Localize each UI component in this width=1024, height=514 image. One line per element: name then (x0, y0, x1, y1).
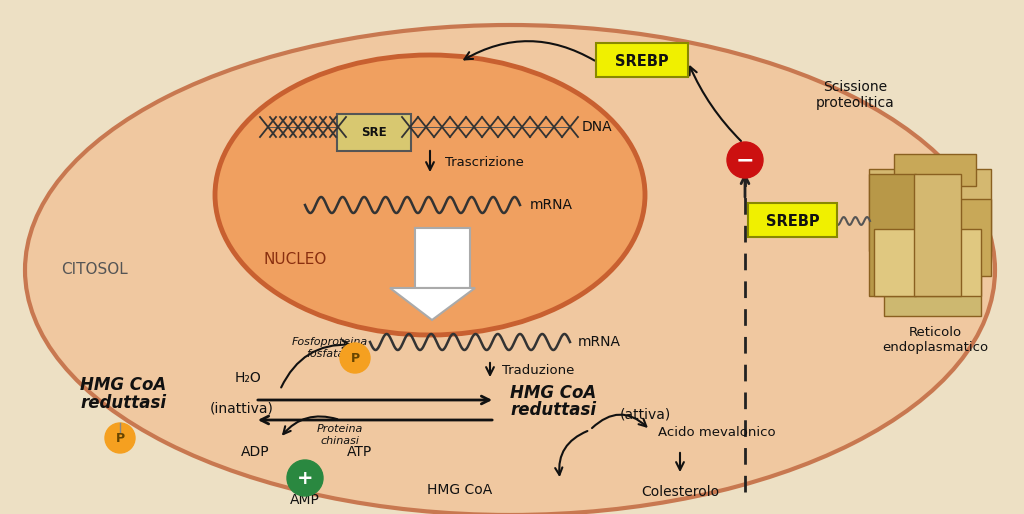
Polygon shape (390, 288, 475, 320)
Text: HMG CoA: HMG CoA (510, 384, 596, 402)
FancyBboxPatch shape (337, 114, 411, 151)
Text: mRNA: mRNA (530, 198, 573, 212)
Circle shape (105, 423, 135, 453)
Text: SREBP: SREBP (766, 213, 820, 229)
Circle shape (727, 142, 763, 178)
Text: SREBP: SREBP (615, 53, 669, 68)
Text: HMG CoA: HMG CoA (80, 376, 166, 394)
Text: Traduzione: Traduzione (502, 363, 574, 376)
FancyBboxPatch shape (879, 199, 991, 276)
Ellipse shape (215, 55, 645, 335)
FancyBboxPatch shape (869, 169, 991, 251)
Text: DNA: DNA (582, 120, 612, 134)
FancyBboxPatch shape (415, 228, 470, 288)
Text: reduttasi: reduttasi (80, 394, 166, 412)
FancyBboxPatch shape (596, 43, 688, 77)
FancyBboxPatch shape (869, 174, 916, 296)
Text: ADP: ADP (241, 445, 269, 459)
Text: Colesterolo: Colesterolo (641, 485, 719, 499)
Text: P: P (350, 352, 359, 364)
Text: Reticolo
endoplasmatico: Reticolo endoplasmatico (882, 326, 988, 354)
Text: reduttasi: reduttasi (510, 401, 596, 419)
FancyBboxPatch shape (894, 154, 976, 186)
FancyBboxPatch shape (884, 259, 981, 316)
Text: Acido mevalonico: Acido mevalonico (658, 426, 775, 438)
Circle shape (340, 343, 370, 373)
Text: Proteina
chinasi: Proteina chinasi (316, 424, 364, 446)
FancyBboxPatch shape (748, 203, 837, 237)
Text: AMP: AMP (290, 493, 319, 507)
Text: NUCLEO: NUCLEO (263, 252, 327, 267)
FancyBboxPatch shape (874, 229, 981, 296)
Text: H₂O: H₂O (234, 371, 261, 385)
Text: −: − (735, 150, 755, 170)
Text: P: P (116, 431, 125, 445)
Text: SRE: SRE (361, 126, 387, 139)
Text: Trascrizione: Trascrizione (445, 156, 524, 170)
Text: ATP: ATP (347, 445, 373, 459)
Ellipse shape (25, 25, 995, 514)
Text: HMG CoA: HMG CoA (427, 483, 493, 497)
Circle shape (287, 460, 323, 496)
Text: Fosfoproteina
fosfatasi: Fosfoproteina fosfatasi (292, 337, 368, 359)
Text: (inattiva): (inattiva) (210, 401, 273, 415)
Text: +: + (297, 468, 313, 487)
Text: mRNA: mRNA (578, 335, 621, 349)
Text: CITOSOL: CITOSOL (61, 263, 128, 278)
FancyBboxPatch shape (914, 174, 961, 296)
Text: Scissione
proteolitica: Scissione proteolitica (816, 80, 894, 110)
Text: (attiva): (attiva) (620, 408, 672, 422)
